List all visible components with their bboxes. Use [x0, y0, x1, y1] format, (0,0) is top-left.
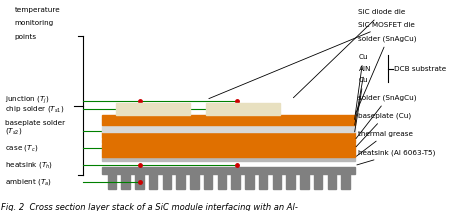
Bar [121, 174, 130, 189]
Text: thermal grease: thermal grease [356, 131, 413, 156]
Bar [300, 174, 309, 189]
Bar [206, 103, 280, 115]
Text: case ($T_c$): case ($T_c$) [5, 143, 39, 153]
Bar [204, 174, 212, 189]
Bar [102, 125, 355, 132]
Text: points: points [15, 34, 37, 40]
Bar [102, 138, 355, 143]
Text: temperature: temperature [15, 7, 61, 12]
Text: Cu: Cu [355, 77, 368, 132]
Bar [102, 144, 355, 157]
Text: ambient ($T_a$): ambient ($T_a$) [5, 177, 53, 187]
Text: chip solder ($T_{s1}$): chip solder ($T_{s1}$) [5, 104, 65, 114]
Text: baseplate solder: baseplate solder [5, 120, 65, 126]
Bar [231, 174, 240, 189]
Bar [102, 115, 355, 119]
Bar [273, 174, 281, 189]
Text: solder (SnAgCu): solder (SnAgCu) [356, 95, 417, 139]
Bar [314, 174, 322, 189]
Bar [286, 174, 295, 189]
Bar [245, 174, 254, 189]
Text: monitoring: monitoring [15, 20, 54, 26]
Text: heatsink (Al 6063-T5): heatsink (Al 6063-T5) [357, 150, 436, 165]
Bar [163, 174, 171, 189]
Text: DCB substrate: DCB substrate [394, 66, 447, 72]
Text: heatsink ($T_h$): heatsink ($T_h$) [5, 160, 54, 170]
Text: Fig. 2  Cross section layer stack of a SiC module interfacing with an Al-: Fig. 2 Cross section layer stack of a Si… [0, 203, 298, 211]
Text: solder (SnAgCu): solder (SnAgCu) [356, 35, 417, 114]
Bar [135, 174, 144, 189]
Text: SiC MOSFET die: SiC MOSFET die [209, 22, 415, 99]
Text: ($T_{s2}$): ($T_{s2}$) [5, 126, 23, 136]
Bar [149, 174, 157, 189]
Bar [218, 174, 226, 189]
Text: junction ($T_j$): junction ($T_j$) [5, 95, 50, 106]
Bar [108, 174, 116, 189]
Bar [102, 132, 355, 138]
Bar [259, 174, 267, 189]
Bar [341, 174, 350, 189]
Text: baseplate (Cu): baseplate (Cu) [356, 112, 411, 147]
Text: Cu: Cu [355, 54, 368, 119]
Bar [328, 174, 336, 189]
Text: SiC diode die: SiC diode die [293, 9, 406, 98]
Text: AlN: AlN [355, 66, 371, 125]
Bar [190, 174, 199, 189]
Bar [102, 157, 355, 161]
Bar [102, 167, 355, 174]
Bar [117, 103, 190, 115]
Bar [176, 174, 185, 189]
Bar [102, 119, 355, 125]
